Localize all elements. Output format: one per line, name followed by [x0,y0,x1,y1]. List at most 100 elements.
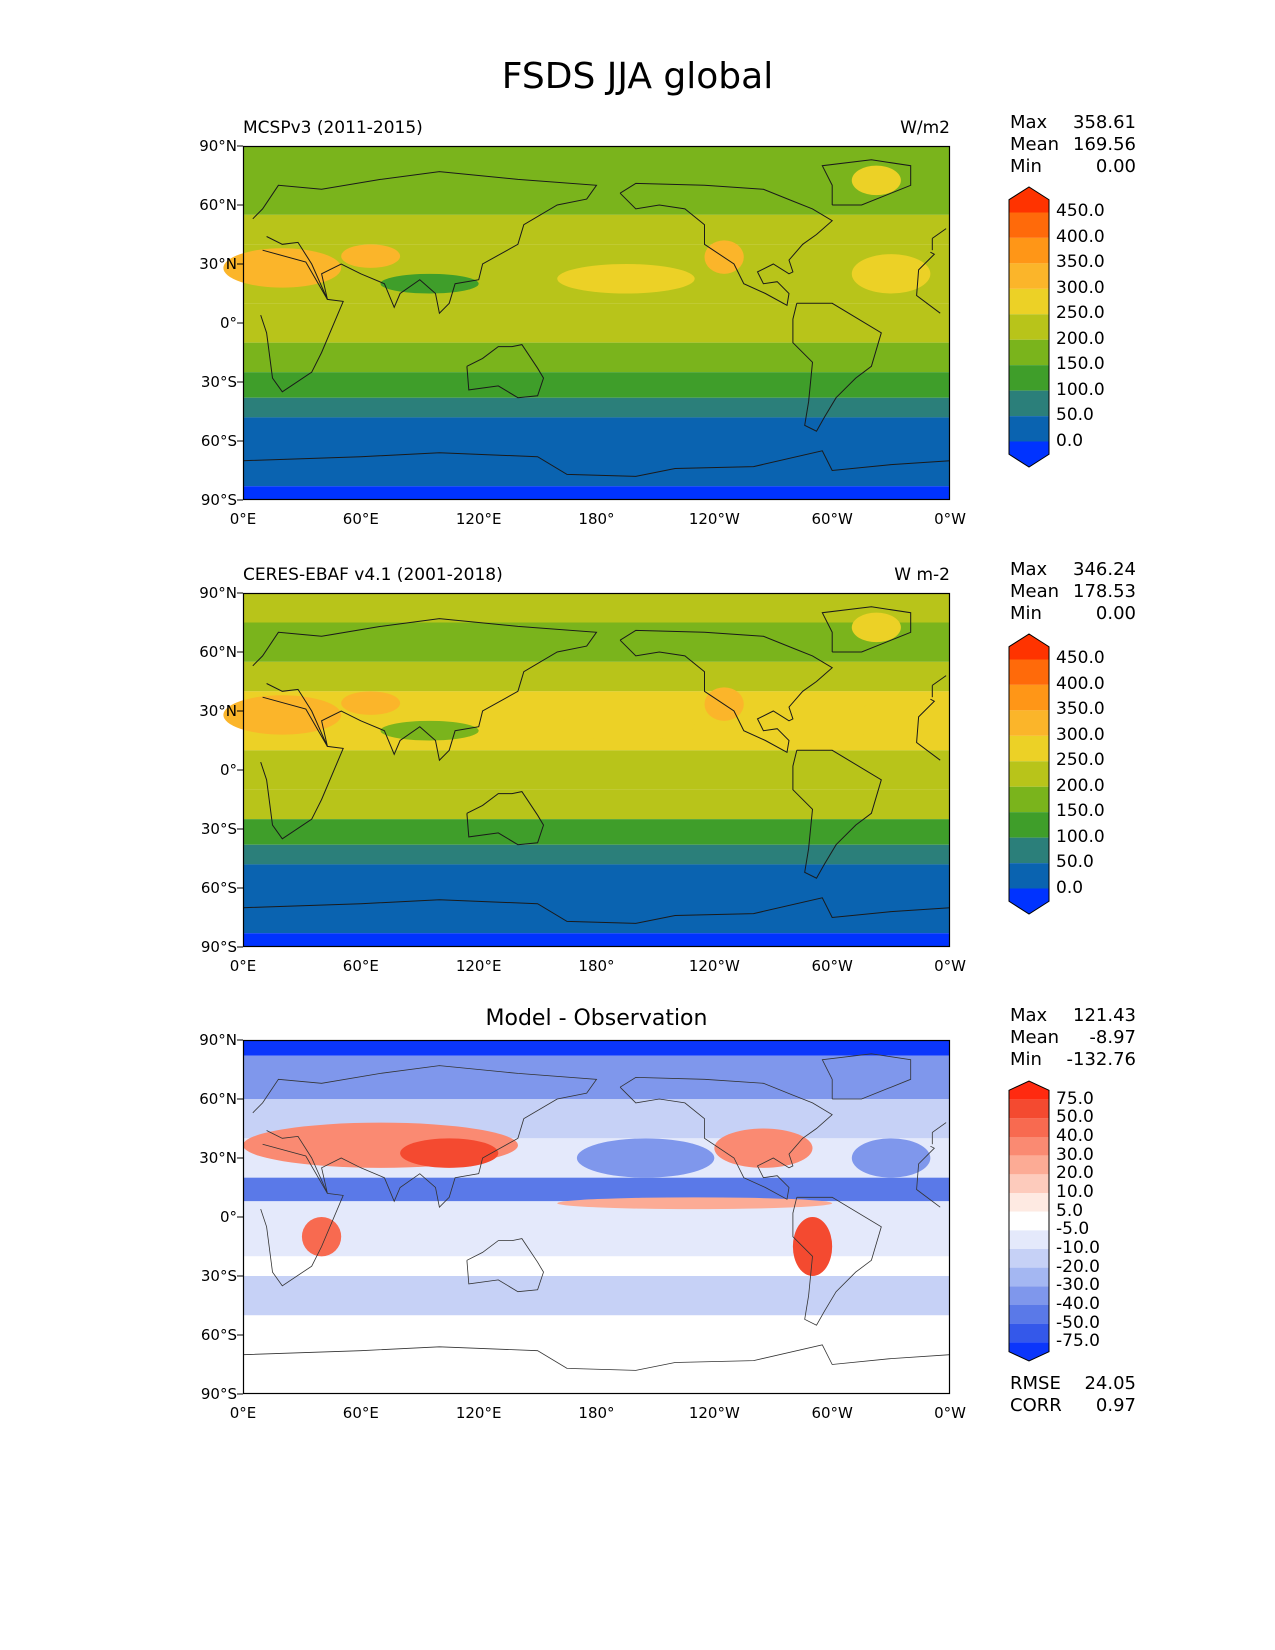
field-band-antarctic [243,864,950,934]
stat-value: 178.53 [1073,581,1136,602]
stat-label: Mean [1010,1027,1060,1048]
stat-label: Min [1010,1049,1042,1070]
coastline-5 [792,302,882,432]
stat-label: Mean [1010,134,1060,155]
field-low-monsoon [380,273,479,294]
colorbar-tick-label: 450.0 [1056,201,1105,222]
colorbar-segment [1009,735,1049,762]
map-canvas [237,1039,951,1395]
coastline-0 [916,251,941,314]
coastline-4 [821,606,912,653]
coastline-5 [792,749,882,879]
lat-tick-label: 60°S [200,432,237,450]
colorbar-segment [1009,1137,1049,1156]
lon-tick-label: 180° [578,510,615,528]
field-high-pacific [557,264,695,294]
lon-tick-label: 60°E [342,1404,379,1422]
panel1-units: W/m2 [900,118,950,138]
colorbar-tick-label: 5.0 [1056,1200,1084,1221]
field-positive-north-america [714,1128,813,1168]
colorbar-segment [1009,390,1049,417]
colorbar-segment [1009,812,1049,838]
coastline-0 [916,698,941,761]
field-band-south-subtropics [243,789,950,820]
coastline-1 [252,171,598,315]
skill-value: 0.97 [1095,1395,1136,1416]
stat-row: Max 358.61 [1010,112,1136,134]
lon-tick-label: 120°W [688,957,740,975]
colorbar-tick-label: -30.0 [1056,1275,1100,1296]
panel1-left-title: MCSPv3 (2011-2015) [243,118,423,138]
field-high-atlantic [851,254,931,294]
skill-row: CORR 0.97 [1010,1395,1136,1417]
colorbar-tick-label: 450.0 [1056,648,1105,669]
lon-tick-label: 120°E [455,510,502,528]
colorbar-tick-label: -75.0 [1056,1331,1100,1352]
colorbar-tick-label: 100.0 [1056,826,1105,847]
field-band-arctic [243,593,950,623]
field-band-midlat-north [243,214,950,245]
lon-tick-label: 0°W [934,510,966,528]
field-low-monsoon [380,720,479,741]
coastline-0 [260,696,344,840]
panel2-left-title: CERES-EBAF v4.1 (2001-2018) [243,565,503,585]
panel1-colorbar: 450.0 400.0 350.0 300.0 250.0 200.0 150.0 100.0… [1008,186,1105,472]
colorbar-outline [1008,186,1050,468]
colorbar-tick-label: 350.0 [1056,252,1105,273]
colorbar-segment [1009,837,1049,864]
map-border [242,145,951,501]
lat-tick-label: 30°N [199,255,237,273]
panel1-stats: Max 358.61 Mean 169.56 Min 0.00 [1010,112,1136,178]
skill-label: CORR [1010,1395,1062,1416]
lon-tick-label: 120°E [455,957,502,975]
field-high-greenland [851,165,901,196]
lat-tick-label: 90°N [199,584,237,602]
skill-label: RMSE [1010,1373,1061,1394]
lat-tick-label: 30°N [199,1149,237,1167]
coastline-4 [821,159,912,206]
lat-tick-label: 90°S [200,491,237,509]
colorbar-segment [1009,659,1049,685]
stat-value: 0.00 [1095,156,1136,177]
field-positive-east-africa [301,1217,342,1257]
map-border [242,1039,951,1395]
stat-label: Min [1010,156,1042,177]
field-high-middle-east [341,691,401,715]
stat-row: Max 121.43 [1010,1005,1136,1027]
map-canvas [223,145,951,501]
lon-tick-label: 120°W [688,510,740,528]
stat-label: Max [1010,112,1048,133]
lat-tick-label: 90°N [199,137,237,155]
colorbar-segment [1009,187,1049,213]
lat-tick-label: 0° [219,1208,237,1226]
colorbar-segment [1009,863,1049,889]
lon-tick-label: 0°E [229,957,257,975]
panel3-colorbar: 75.0 50.0 40.0 30.0 20.0 10.0 5.0 -5.0 -10.0 -20.… [1008,1080,1100,1366]
colorbar-segment [1009,1155,1049,1175]
field-band-high-north [243,175,950,215]
lon-tick-label: 120°W [688,1404,740,1422]
stat-row: Min 0.00 [1010,156,1136,178]
coastline-6 [242,1344,951,1371]
field-band-arctic [243,1040,950,1056]
lon-tick-label: 0°E [229,1404,257,1422]
lat-tick-label: 60°N [199,196,237,214]
colorbar-tick-label: 200.0 [1056,775,1105,796]
panel2-colorbar: 450.0 400.0 350.0 300.0 250.0 200.0 150.0 100.0… [1008,633,1105,919]
stat-value: -132.76 [1066,1049,1136,1070]
coastline-0 [916,1145,941,1208]
colorbar-tick-label: 400.0 [1056,226,1105,247]
coastline-3 [619,629,834,754]
lon-tick-label: 120°E [455,1404,502,1422]
field-high-sahara [223,248,342,288]
field-band-south-midlat [243,819,950,845]
lon-tick-label: 60°E [342,510,379,528]
lon-tick-label: 0°W [934,957,966,975]
field-band-high-north [243,622,950,662]
skill-row: RMSE 24.05 [1010,1373,1136,1395]
coastline-0 [260,249,344,393]
field-high-pacific [557,711,695,741]
colorbar-segment [1009,339,1049,366]
field-band-pole [243,933,950,947]
colorbar-segment [1009,1230,1049,1249]
